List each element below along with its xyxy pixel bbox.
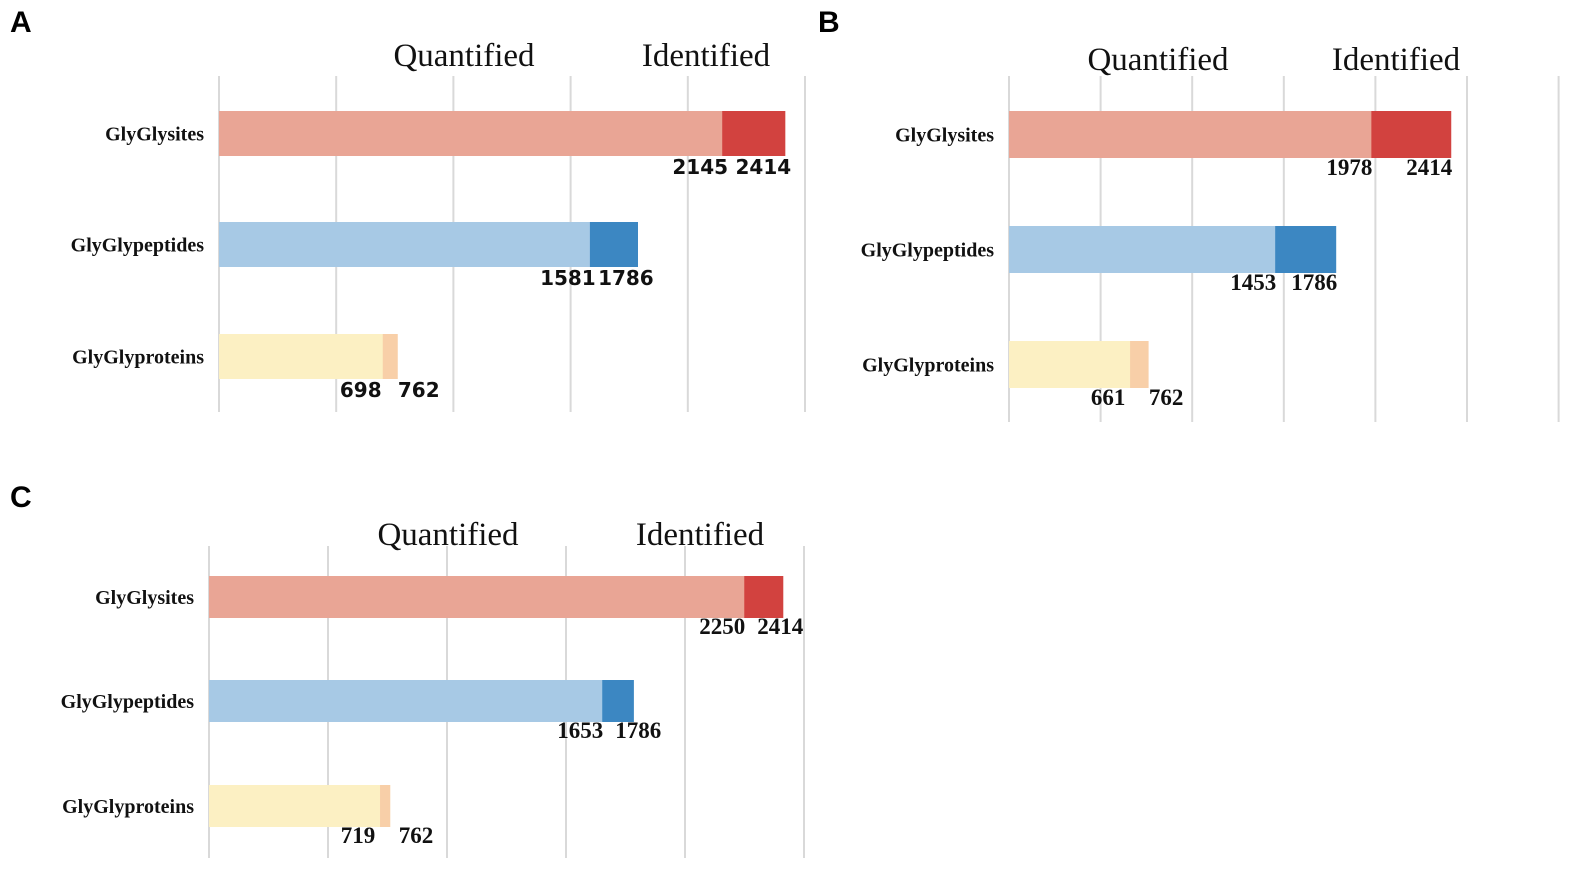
- value-label-quantified: 719: [341, 823, 376, 848]
- panel-letter: C: [10, 481, 32, 514]
- legend-quantified: Quantified: [377, 517, 519, 553]
- category-label: GlyGlysites: [95, 587, 194, 609]
- bar-quantified: [219, 222, 590, 267]
- category-label: GlyGlyproteins: [62, 796, 194, 818]
- legend-quantified: Quantified: [1087, 42, 1229, 78]
- category-label: GlyGlyproteins: [72, 347, 204, 369]
- panel-letter: A: [10, 6, 32, 39]
- bar-quantified: [209, 785, 381, 827]
- category-label: GlyGlyproteins: [862, 355, 994, 377]
- bar-quantified: [1009, 341, 1131, 388]
- bar-quantified: [219, 334, 383, 379]
- value-label-identified: 762: [1149, 385, 1184, 410]
- legend-identified: Identified: [642, 38, 771, 74]
- value-label-identified: 2414: [1406, 155, 1453, 180]
- bar-quantified: [209, 576, 745, 618]
- value-label-identified: 1786: [615, 718, 661, 743]
- bar-quantified: [1009, 111, 1372, 158]
- category-label: GlyGlysites: [105, 124, 204, 146]
- panel-letter: B: [818, 6, 840, 39]
- value-label-quantified: 1453: [1230, 270, 1276, 295]
- value-label-quantified: 1653: [557, 718, 603, 743]
- legend-quantified: Quantified: [393, 38, 535, 74]
- value-label-quantified: 2145: [672, 155, 728, 179]
- bar-quantified: [209, 680, 603, 722]
- value-label-identified: 2414: [735, 155, 791, 179]
- value-label-identified: 1786: [1291, 270, 1337, 295]
- value-label-quantified: 2250: [699, 614, 745, 639]
- category-label: GlyGlypeptides: [61, 691, 195, 713]
- value-label-identified: 762: [399, 823, 434, 848]
- bar-quantified: [1009, 226, 1276, 273]
- category-label: GlyGlypeptides: [861, 240, 995, 262]
- panel-b: B Quantified Identified GlyGlysites 1978 2414…: [818, 6, 1560, 422]
- value-label-quantified: 698: [340, 378, 382, 402]
- bar-quantified: [219, 111, 723, 156]
- value-label-identified: 762: [398, 378, 440, 402]
- panel-c: C Quantified Identified GlyGlysites 2250 2414…: [10, 481, 805, 858]
- value-label-quantified: 1581: [540, 266, 596, 290]
- value-label-quantified: 661: [1091, 385, 1126, 410]
- legend-identified: Identified: [1332, 42, 1461, 78]
- value-label-identified: 1786: [598, 266, 654, 290]
- value-label-identified: 2414: [757, 614, 804, 639]
- value-label-quantified: 1978: [1326, 155, 1372, 180]
- category-label: GlyGlypeptides: [71, 235, 205, 257]
- panel-a: A Quantified Identified GlyGlysites 2145 2414…: [10, 6, 806, 412]
- category-label: GlyGlysites: [895, 125, 994, 147]
- legend-identified: Identified: [636, 517, 765, 553]
